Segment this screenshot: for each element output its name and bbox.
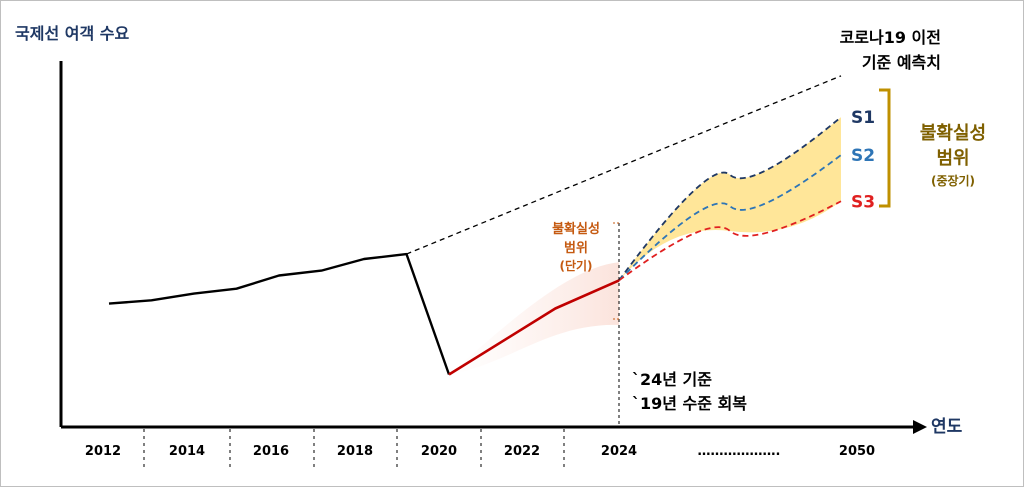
x-tick-label: 2012 xyxy=(85,444,121,459)
x-tick-label: 2014 xyxy=(169,444,205,459)
pre-covid-label-line2: 기준 예측치 xyxy=(862,53,941,72)
scenario-line-s1 xyxy=(618,116,842,281)
baseline-note-line1: `24년 기준 xyxy=(632,370,712,389)
scenario-label-s3: S3 xyxy=(851,192,875,212)
uncertainty-short-label-line2: 범위 xyxy=(564,240,588,256)
y-axis-label: 국제선 여객 수요 xyxy=(15,24,129,43)
uncertainty-short-label-line3: (단기) xyxy=(559,258,592,273)
long-term-bracket xyxy=(879,88,891,208)
x-tick-label: ………………. xyxy=(698,444,781,459)
x-tick-label: 2050 xyxy=(839,444,875,459)
scenario-line-s2 xyxy=(618,154,842,282)
baseline-note-line2: `19년 수준 회복 xyxy=(632,394,747,413)
scenario-labels: S1 S2 S3 xyxy=(851,108,875,212)
historical-demand-line xyxy=(108,252,451,375)
x-tick-label: 2024 xyxy=(601,444,637,459)
uncertainty-long-label-line3: (중장기) xyxy=(931,173,975,188)
scenario-lines xyxy=(618,116,842,282)
recovery-line xyxy=(448,279,620,376)
pre-covid-label-line1: 코로나19 이전 xyxy=(840,28,941,47)
x-tick-label: 2020 xyxy=(421,444,457,459)
scenario-label-s1: S1 xyxy=(851,108,875,128)
x-tick-label: 2022 xyxy=(504,444,540,459)
x-axis-arrow xyxy=(913,420,927,434)
short-term-uncertainty-band xyxy=(449,262,619,375)
x-tick-label: 2016 xyxy=(253,444,289,459)
uncertainty-short-label-line1: 불확실성 xyxy=(552,221,600,237)
long-term-uncertainty-band xyxy=(619,117,841,281)
scenario-label-s2: S2 xyxy=(851,146,875,166)
x-axis-label: 연도 xyxy=(931,417,963,437)
x-tick-label: 2018 xyxy=(337,444,373,459)
scenario-line-s3 xyxy=(618,200,842,282)
uncertainty-long-label-line1: 불확실성 xyxy=(920,123,986,144)
x-tick-labels: 2012 2014 2016 2018 2020 2022 2024 ………………. 2050 xyxy=(85,444,875,459)
uncertainty-long-label-line2: 범위 xyxy=(936,148,969,169)
pre-covid-forecast-line xyxy=(406,75,842,255)
